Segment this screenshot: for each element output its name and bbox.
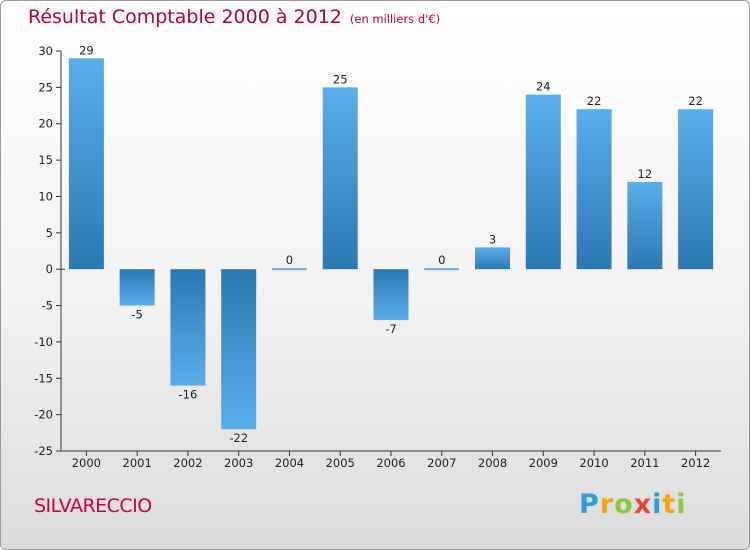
y-tick-label: -10 <box>34 335 53 349</box>
x-tick-label: 2001 <box>123 456 152 470</box>
x-tick-label: 2005 <box>326 456 355 470</box>
x-tick-label: 2002 <box>173 456 202 470</box>
x-tick-label: 2012 <box>681 456 710 470</box>
x-tick-label: 2003 <box>224 456 253 470</box>
y-tick-label: 10 <box>38 189 53 203</box>
chart-title-main: Résultat Comptable 2000 à 2012 <box>28 6 342 28</box>
y-tick-label: 5 <box>46 226 53 240</box>
data-label: 24 <box>536 80 551 94</box>
data-label: 3 <box>489 232 496 246</box>
data-label: 29 <box>79 43 94 57</box>
data-label: -7 <box>385 322 396 336</box>
x-tick-label: 2010 <box>579 456 608 470</box>
chart-title: Résultat Comptable 2000 à 2012 (en millie… <box>28 6 440 28</box>
bar <box>170 269 206 386</box>
y-tick-label: 15 <box>38 153 53 167</box>
logo-letter: t <box>662 489 677 520</box>
bar <box>322 87 358 270</box>
x-tick-label: 2006 <box>376 456 405 470</box>
bar <box>525 94 561 270</box>
logo-letter: i <box>652 489 663 520</box>
logo-letter: r <box>599 489 615 520</box>
data-label: 22 <box>688 94 703 108</box>
bar <box>221 269 257 430</box>
bar <box>271 268 307 271</box>
data-label: -22 <box>229 431 248 445</box>
bar <box>68 58 104 270</box>
x-tick-label: 2004 <box>275 456 304 470</box>
logo-letter: i <box>676 489 687 520</box>
bar <box>475 247 511 270</box>
bar <box>424 268 460 271</box>
logo-letter: P <box>579 489 600 520</box>
chart-subtitle: (en milliers d'€) <box>349 12 441 26</box>
data-label: 22 <box>587 94 602 108</box>
y-tick-label: -15 <box>34 371 53 385</box>
chart-bars <box>68 58 714 430</box>
x-tick-label: 2008 <box>478 456 507 470</box>
x-tick-label: 2009 <box>529 456 558 470</box>
y-tick-label: 0 <box>46 262 53 276</box>
bar <box>576 109 612 270</box>
bar <box>678 109 714 270</box>
logo-letter: o <box>614 489 634 520</box>
logo-letter: x <box>633 489 653 520</box>
data-label: -5 <box>131 308 142 322</box>
chart-data-labels: 29 -5 -16 -22 0 25 -7 0 3 24 22 12 22 <box>79 43 703 445</box>
data-label: 12 <box>638 167 653 181</box>
commune-name: SILVARECCIO <box>34 495 152 517</box>
bar <box>627 181 663 270</box>
data-label: 0 <box>286 253 293 267</box>
bar <box>373 269 409 321</box>
data-label: -16 <box>179 388 198 402</box>
x-tick-label: 2000 <box>72 456 101 470</box>
proxiti-logo: Proxiti <box>579 489 687 520</box>
data-label: 25 <box>333 72 348 86</box>
bar <box>119 269 155 306</box>
y-tick-label: 20 <box>38 117 53 131</box>
y-tick-label: -20 <box>34 408 53 422</box>
y-tick-label: -25 <box>34 444 53 458</box>
x-tick-label: 2007 <box>427 456 456 470</box>
y-tick-label: -5 <box>42 299 53 313</box>
y-tick-label: 30 <box>38 44 53 58</box>
y-tick-label: 25 <box>38 80 53 94</box>
data-label: 0 <box>438 253 445 267</box>
x-tick-label: 2011 <box>630 456 659 470</box>
